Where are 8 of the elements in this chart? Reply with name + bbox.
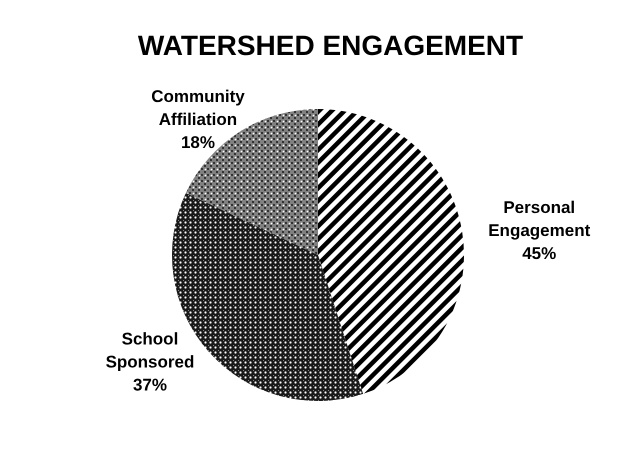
chart-title: WATERSHED ENGAGEMENT (138, 30, 524, 61)
slice-label: Community Affiliation (151, 87, 246, 130)
data-label: 18% (180, 133, 215, 152)
data-label: 45% (522, 244, 556, 263)
data-label: 37% (132, 375, 167, 394)
slice-label: Personal Engagement (488, 198, 591, 240)
slice-label: School Sponsored (106, 329, 194, 372)
pie-slice (318, 109, 464, 394)
